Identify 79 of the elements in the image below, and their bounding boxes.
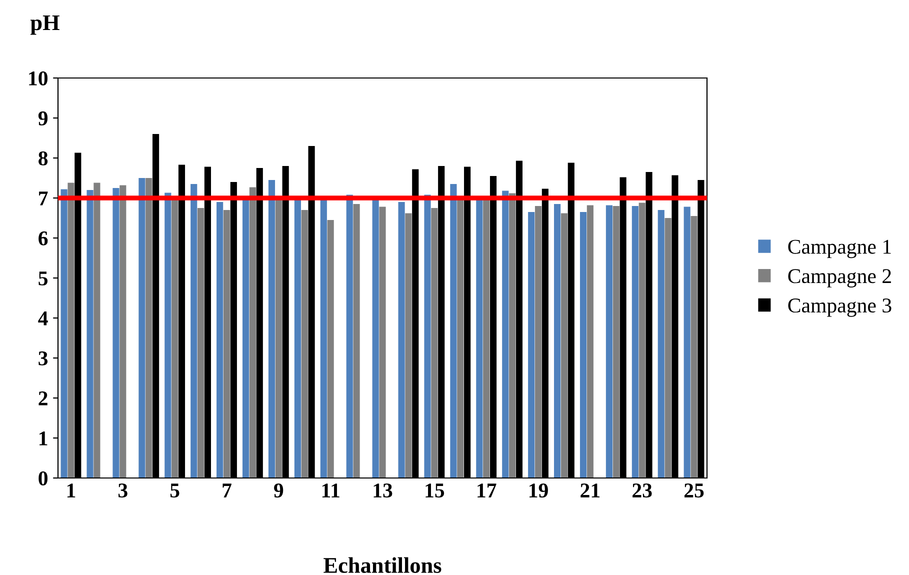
bar bbox=[638, 202, 646, 478]
bar bbox=[223, 210, 230, 478]
y-tick-label: 10 bbox=[29, 71, 48, 86]
bar bbox=[554, 204, 561, 478]
bar bbox=[242, 198, 250, 478]
bar bbox=[405, 213, 412, 478]
y-tick-label: 2 bbox=[38, 391, 48, 406]
bar bbox=[353, 204, 360, 478]
y-tick-label: 8 bbox=[38, 151, 48, 166]
bar bbox=[658, 210, 664, 478]
y-tick-label: 5 bbox=[38, 272, 48, 286]
bar bbox=[372, 198, 379, 478]
x-tick-label: 3 bbox=[118, 484, 128, 498]
bar bbox=[534, 206, 542, 478]
bar bbox=[68, 182, 74, 478]
bar bbox=[294, 200, 301, 478]
bar bbox=[94, 182, 100, 478]
bar bbox=[632, 206, 638, 478]
bar bbox=[476, 200, 483, 478]
x-tick-label: 23 bbox=[632, 484, 652, 498]
bar bbox=[320, 200, 327, 478]
bar bbox=[120, 185, 126, 478]
x-tick-label: 19 bbox=[530, 484, 548, 498]
bar bbox=[275, 198, 282, 478]
bar bbox=[301, 210, 308, 478]
bar bbox=[268, 180, 276, 478]
x-tick-label: 25 bbox=[684, 484, 704, 498]
x-tick-label: 17 bbox=[478, 484, 496, 498]
x-tick-label: 9 bbox=[274, 484, 284, 498]
legend-label: Campagne 3 bbox=[788, 298, 892, 317]
bar bbox=[379, 206, 386, 478]
bar bbox=[502, 190, 509, 478]
y-tick-label: 9 bbox=[38, 111, 48, 126]
bar bbox=[138, 178, 146, 478]
bar bbox=[612, 206, 620, 478]
bar bbox=[580, 212, 587, 478]
legend-label: Campagne 1 bbox=[788, 240, 891, 258]
bar bbox=[528, 212, 535, 478]
bar bbox=[690, 216, 698, 478]
bar bbox=[346, 194, 353, 478]
x-tick-label: 7 bbox=[222, 484, 232, 498]
bar bbox=[164, 192, 172, 478]
bar bbox=[197, 208, 204, 478]
bar bbox=[146, 178, 152, 478]
y-tick-label: 0 bbox=[38, 471, 48, 486]
x-axis-title: Echantillons bbox=[324, 557, 442, 573]
bar bbox=[216, 202, 224, 478]
bar bbox=[664, 218, 672, 478]
bar bbox=[483, 200, 490, 478]
bar bbox=[190, 184, 198, 478]
bar bbox=[450, 184, 457, 478]
x-tick-label: 13 bbox=[374, 484, 392, 498]
bar bbox=[684, 206, 690, 478]
y-tick-label: 6 bbox=[38, 231, 48, 246]
bar bbox=[112, 188, 120, 478]
bar bbox=[509, 193, 516, 478]
bar bbox=[249, 187, 256, 478]
bar bbox=[457, 198, 464, 478]
bar bbox=[327, 220, 334, 478]
bar bbox=[398, 202, 405, 478]
bar bbox=[606, 205, 613, 478]
bar bbox=[60, 189, 68, 478]
x-tick-label: 1 bbox=[67, 484, 76, 498]
x-tick-label: 15 bbox=[426, 484, 444, 498]
y-tick-label: 7 bbox=[39, 192, 48, 206]
bar bbox=[172, 200, 178, 478]
y-tick-label: 1 bbox=[40, 431, 48, 446]
bar bbox=[560, 213, 568, 478]
legend-label: Campagne 2 bbox=[788, 269, 891, 288]
bar bbox=[86, 190, 94, 478]
y-axis-title: pH bbox=[30, 15, 60, 35]
x-tick-label: 21 bbox=[580, 484, 600, 498]
x-tick-label: 5 bbox=[170, 484, 180, 498]
x-tick-label: 11 bbox=[322, 484, 340, 498]
y-tick-label: 4 bbox=[38, 312, 48, 326]
bar bbox=[431, 208, 438, 478]
bar bbox=[424, 194, 431, 478]
y-tick-label: 3 bbox=[38, 351, 48, 366]
bar bbox=[586, 205, 594, 478]
